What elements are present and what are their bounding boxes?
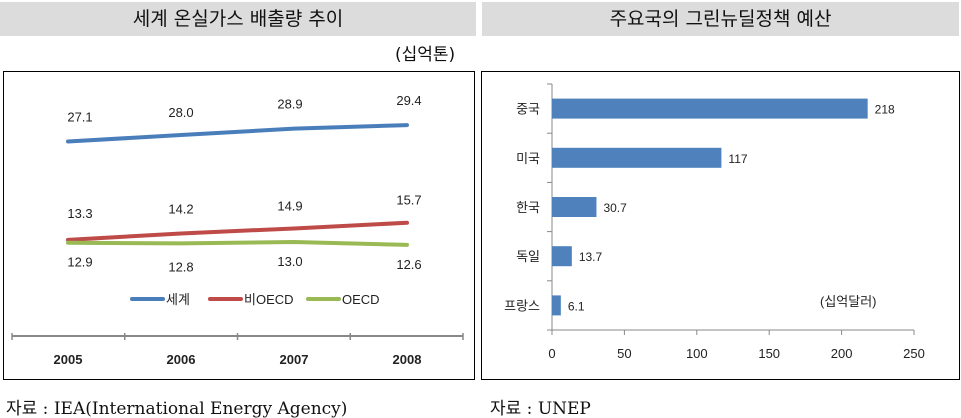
legend-label: OECD xyxy=(342,292,380,307)
left-chart-title: 세계 온실가스 배출량 추이 xyxy=(0,2,476,36)
data-label: 218 xyxy=(875,103,895,117)
left-source: 자료 : IEA(International Energy Agency) xyxy=(6,399,348,418)
bar-한국 xyxy=(552,197,597,217)
data-label: 14.2 xyxy=(168,201,193,216)
data-label: 13.3 xyxy=(67,206,92,221)
series-line-비OECD xyxy=(66,220,409,242)
category-label: 한국 xyxy=(516,200,540,215)
data-label: 13.7 xyxy=(579,250,603,264)
x-tick-label: 2008 xyxy=(393,352,422,367)
x-tick-label: 150 xyxy=(758,346,780,361)
x-tick-label: 2005 xyxy=(54,352,83,367)
data-label: 29.4 xyxy=(396,93,421,108)
category-label: 프랑스 xyxy=(504,298,540,313)
x-tick-label: 2007 xyxy=(280,352,309,367)
legend-label: 비OECD xyxy=(244,292,294,307)
bar-chart-box: 0 50 100 150 200 250 중국 218 미국 117 한국 30.7 독일 13.7 프랑스… xyxy=(481,71,960,380)
bar-중국 xyxy=(552,98,868,119)
left-unit-label: (십억톤) xyxy=(395,45,456,65)
bar-프랑스 xyxy=(552,295,561,316)
data-label: 12.6 xyxy=(396,257,421,272)
series-line-세계 xyxy=(66,123,409,144)
line-chart: 2005 2006 2007 2008 27.1 28.0 28.9 29.4 13.3 14.2… xyxy=(11,93,464,367)
right-chart-title: 주요국의 그린뉴딜정책 예산 xyxy=(482,2,959,36)
line-chart-box: 2005 2006 2007 2008 27.1 28.0 28.9 29.4 13.3 14.2… xyxy=(3,71,475,380)
x-tick-label: 2006 xyxy=(167,352,196,367)
category-label: 독일 xyxy=(516,249,540,264)
right-source: 자료 : UNEP xyxy=(490,399,591,418)
bar-chart: 0 50 100 150 200 250 중국 218 미국 117 한국 30.7 독일 13.7 프랑스… xyxy=(504,83,925,361)
data-label: 13.0 xyxy=(277,254,302,269)
category-label: 중국 xyxy=(516,102,540,117)
unit-annotation: (십억달러) xyxy=(820,294,877,309)
x-tick-label: 200 xyxy=(831,346,853,361)
data-label: 117 xyxy=(728,152,747,166)
x-tick-label: 100 xyxy=(686,346,708,361)
x-tick-label: 250 xyxy=(903,346,925,361)
series-line-OECD xyxy=(66,239,409,247)
bar-미국 xyxy=(552,147,722,168)
x-tick-label: 0 xyxy=(548,346,555,361)
data-label: 12.8 xyxy=(168,259,193,274)
data-label: 12.9 xyxy=(67,255,92,270)
data-label: 6.1 xyxy=(568,299,585,313)
x-tick-label: 50 xyxy=(617,346,631,361)
data-label: 27.1 xyxy=(67,109,92,124)
data-label: 15.7 xyxy=(396,193,421,208)
data-label: 28.0 xyxy=(168,105,193,120)
data-label: 30.7 xyxy=(603,201,627,215)
data-label: 28.9 xyxy=(277,97,302,112)
category-label: 미국 xyxy=(516,151,540,166)
bar-독일 xyxy=(552,246,572,267)
legend-label: 세계 xyxy=(166,292,190,307)
data-label: 14.9 xyxy=(277,198,302,213)
